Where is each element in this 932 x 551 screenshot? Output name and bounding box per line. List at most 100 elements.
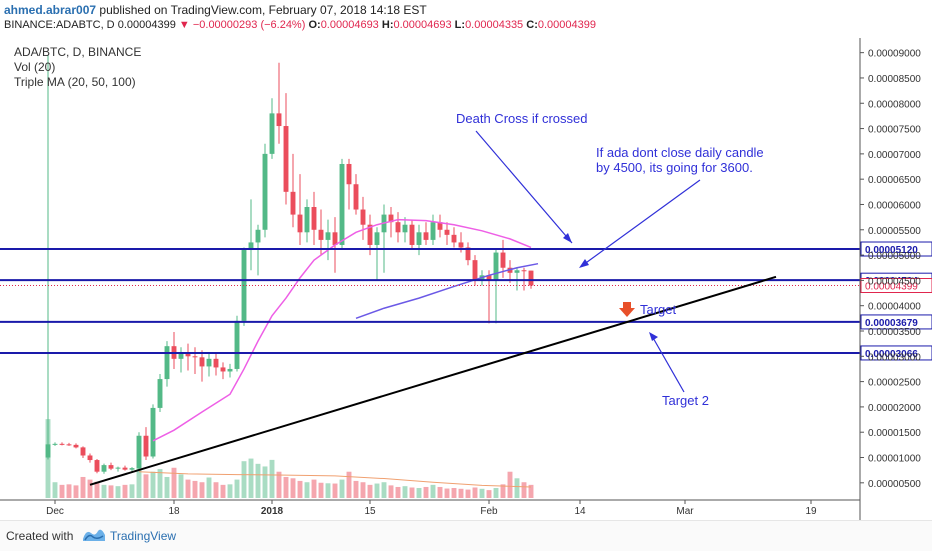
y-tick-label: 0.00003500 (868, 327, 921, 338)
volume-bar (87, 479, 93, 498)
price-level-badge (860, 345, 932, 361)
y-tick-label: 0.00002000 (868, 403, 921, 414)
volume-bar (297, 480, 303, 498)
low-label: L: (454, 19, 466, 31)
volume-bar (150, 471, 156, 498)
tradingview-logo-icon[interactable] (82, 527, 106, 543)
price-chart[interactable]: 0.000051200.000045040.000036790.00003066… (0, 38, 932, 520)
volume-bar (234, 479, 240, 498)
change-value: −0.00000293 (−6.24%) (192, 19, 306, 31)
y-tick-label: 0.00000500 (868, 479, 921, 490)
candle-body (465, 247, 471, 261)
candle-body (444, 229, 450, 235)
price-level-label: 0.00003066 (865, 349, 918, 360)
candle-body (430, 222, 436, 240)
volume-bar (325, 483, 331, 498)
x-tick-label: 18 (168, 506, 180, 517)
candle-body (164, 346, 170, 380)
candle-body (353, 184, 359, 210)
close-label: C: (526, 19, 538, 31)
ma-line-50 (355, 262, 539, 320)
volume-bar (108, 485, 114, 498)
volume-bar (423, 486, 429, 498)
last-price: 0.00004399 (117, 19, 176, 31)
y-tick-label: 0.00007500 (868, 125, 921, 136)
volume-bar (451, 488, 457, 498)
candle-body (528, 270, 534, 286)
volume-bar (381, 482, 387, 498)
target-down-arrow-icon (619, 302, 635, 317)
candle-body (269, 113, 275, 154)
candle-body (451, 234, 457, 243)
volume-bar (94, 481, 100, 498)
annotation-target2: Target 2 (662, 393, 709, 408)
candle-body (234, 320, 240, 369)
volume-bar (241, 461, 247, 498)
candle-body (45, 444, 51, 458)
volume-bar (206, 477, 212, 498)
volume-bar (73, 485, 79, 498)
volume-bar (318, 482, 324, 498)
open-label: O: (308, 19, 321, 31)
volume-bar (80, 476, 86, 498)
y-tick-label: 0.00003000 (868, 352, 921, 363)
candle-body (185, 353, 191, 357)
candle-body (101, 465, 107, 472)
tradingview-brand-link[interactable]: TradingView (110, 529, 177, 543)
volume-bar (500, 484, 506, 498)
volume-bar (290, 478, 296, 498)
legend-symbol: ADA/BTC, D, BINANCE (14, 45, 141, 59)
created-with-label: Created with (6, 529, 74, 543)
candle-body (388, 214, 394, 223)
x-tick-label: 2018 (261, 506, 284, 517)
annotation-target: Target (640, 302, 677, 317)
volume-ma-line (138, 471, 532, 488)
volume-bar (227, 484, 233, 498)
candle-body (108, 465, 114, 469)
volume-bar (164, 476, 170, 498)
candle-body (493, 252, 499, 281)
volume-bar (395, 486, 401, 498)
y-tick-label: 0.00005000 (868, 251, 921, 262)
volume-bar (493, 488, 499, 498)
chart-header: ahmed.abrar007 published on TradingView.… (0, 0, 932, 38)
volume-bar (192, 480, 198, 498)
volume-bar (255, 463, 261, 498)
open-value: 0.00004693 (320, 19, 379, 31)
candle-body (206, 358, 212, 367)
y-tick-label: 0.00002500 (868, 378, 921, 389)
volume-bar (304, 482, 310, 498)
annotation-note-line1: If ada dont close daily candle (596, 145, 764, 160)
volume-bar (479, 488, 485, 498)
volume-bar (388, 485, 394, 498)
y-tick-label: 0.00006500 (868, 175, 921, 186)
volume-bar (444, 488, 450, 498)
published-info: published on TradingView.com, February 0… (99, 3, 427, 17)
candle-body (59, 443, 65, 445)
candle-body (136, 435, 142, 469)
last-price-label: 0.00004399 (865, 281, 918, 292)
y-tick-label: 0.00008000 (868, 99, 921, 110)
volume-bar (402, 486, 408, 498)
volume-bar (171, 467, 177, 498)
volume-bar (276, 471, 282, 498)
candle-body (374, 232, 380, 245)
volume-bar (269, 459, 275, 498)
y-tick-label: 0.00009000 (868, 49, 921, 60)
volume-bar (157, 469, 163, 498)
volume-bar (339, 479, 345, 498)
ohlc-line: BINANCE:ADABTC, D 0.00004399 ▼ −0.000002… (4, 19, 596, 31)
candle-body (192, 356, 198, 358)
candle-body (178, 353, 184, 359)
x-tick-label: 15 (364, 506, 376, 517)
candle-body (52, 443, 58, 445)
legend-triple-ma: Triple MA (20, 50, 100) (14, 75, 136, 89)
candle-body (129, 468, 135, 470)
candle-body (227, 368, 233, 372)
arrow-note (582, 179, 701, 266)
volume-bar (178, 474, 184, 498)
footer: Created with TradingView (0, 520, 932, 551)
author-link[interactable]: ahmed.abrar007 (4, 3, 97, 17)
volume-bar (353, 480, 359, 498)
close-value: 0.00004399 (537, 19, 596, 31)
